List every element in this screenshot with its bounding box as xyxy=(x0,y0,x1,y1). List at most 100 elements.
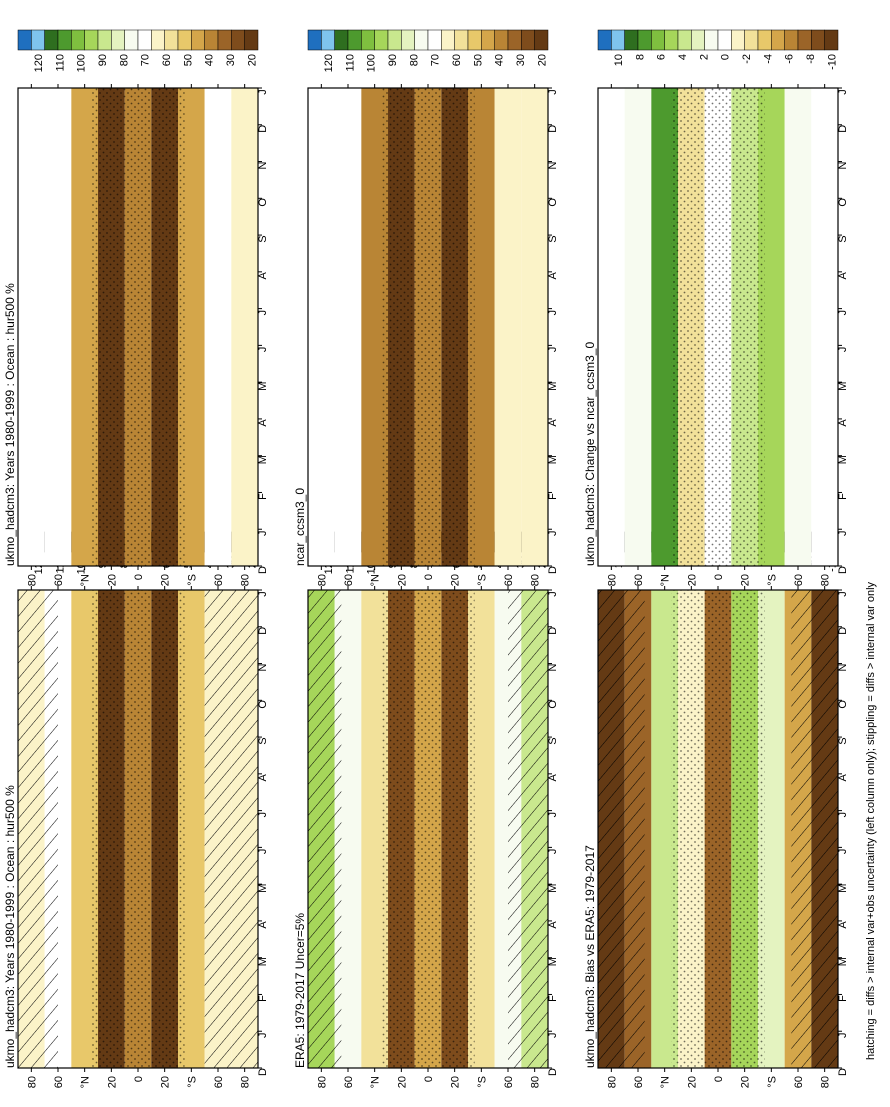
month-tick-label: J xyxy=(837,530,849,536)
month-tick-label: S xyxy=(547,235,559,242)
lat-tick-label: 0 xyxy=(133,1076,145,1082)
colorbar-swatch xyxy=(677,29,692,51)
lat-tick-label: °S xyxy=(476,574,488,586)
month-tick-label: F xyxy=(257,995,269,1002)
colorbar-swatch xyxy=(57,29,72,51)
month-tick-label: D xyxy=(257,1068,269,1076)
colorbar-label: 6 xyxy=(656,54,668,60)
month-tick-label: J xyxy=(257,1032,269,1038)
month-tick-label: J xyxy=(547,89,559,95)
colorbar-label: 110 xyxy=(344,54,356,72)
month-tick-label: S xyxy=(257,235,269,242)
footer-note: hatching = diffs > internal var+obs unce… xyxy=(865,581,877,1060)
lat-tick-label: 20 xyxy=(106,1076,118,1088)
hatch-overlay xyxy=(508,590,548,1068)
colorbar-label: 20 xyxy=(246,54,258,66)
month-tick-label: A xyxy=(257,272,269,280)
lat-tick-label: 0 xyxy=(133,574,145,580)
panel-title: ukmo_hadcm3: Years 1980-1999 : Ocean : h… xyxy=(3,283,17,566)
month-tick-label: D xyxy=(837,566,849,574)
heat-band xyxy=(494,88,522,566)
month-tick-label: N xyxy=(547,664,559,672)
month-tick-label: M xyxy=(257,884,269,893)
month-tick-label: J xyxy=(837,812,849,818)
colorbar-label: 60 xyxy=(451,54,463,66)
colorbar-swatch xyxy=(597,29,612,51)
lat-tick-label: 60 xyxy=(53,1076,65,1088)
month-tick-label: A xyxy=(837,272,849,280)
colorbar-swatch xyxy=(664,29,679,51)
lat-tick-label: 0 xyxy=(423,574,435,580)
lat-tick-label: 80 xyxy=(606,574,618,586)
colorbar-swatch xyxy=(151,29,165,51)
colorbar-label: 80 xyxy=(118,54,130,66)
month-tick-label: D xyxy=(257,566,269,574)
colorbar-swatch xyxy=(414,29,429,51)
panel-2: 80 60 °N 20 0 20 °S 60 80 D J F M A M J J A S O N D Jukmo_hadc… xyxy=(3,29,269,586)
colorbar-label: 120 xyxy=(33,54,45,72)
month-tick-label: J xyxy=(547,347,559,353)
month-tick-label: D xyxy=(547,627,559,635)
colorbar-swatch xyxy=(17,29,32,51)
colorbar-swatch xyxy=(347,29,362,51)
colorbar-swatch xyxy=(164,29,179,51)
stipple-overlay xyxy=(91,88,185,566)
month-tick-label: D xyxy=(837,125,849,133)
month-tick-label: J xyxy=(547,1032,559,1038)
month-tick-label: O xyxy=(547,700,559,709)
month-tick-label: M xyxy=(257,455,269,464)
month-tick-label: F xyxy=(547,995,559,1002)
heat-band xyxy=(811,88,838,566)
colorbar-label: -8 xyxy=(805,54,817,64)
lat-tick-label: 60 xyxy=(633,574,645,586)
month-tick-label: D xyxy=(837,1068,849,1076)
colorbar-swatch xyxy=(691,29,705,51)
lat-tick-label: °S xyxy=(186,574,198,586)
month-tick-label: M xyxy=(837,957,849,966)
colorbar-swatch xyxy=(481,29,495,51)
lat-tick-label: 80 xyxy=(820,574,832,586)
month-tick-label: J xyxy=(547,530,559,536)
month-tick-label: F xyxy=(837,493,849,500)
colorbar-swatch xyxy=(507,29,522,51)
colorbar-swatch xyxy=(84,29,99,51)
lat-tick-label: 60 xyxy=(343,1076,355,1088)
heat-band xyxy=(334,88,362,566)
colorbar-swatch xyxy=(494,29,509,51)
lat-tick-label: 80 xyxy=(820,1076,832,1088)
lat-tick-label: 20 xyxy=(160,1076,172,1088)
month-tick-label: F xyxy=(837,995,849,1002)
lat-tick-label: 20 xyxy=(686,1076,698,1088)
lat-tick-label: 80 xyxy=(26,574,38,586)
colorbar-swatch xyxy=(624,29,639,51)
colorbar-label: 70 xyxy=(430,54,442,66)
colorbar-swatch xyxy=(137,29,152,51)
month-tick-label: J xyxy=(257,849,269,855)
colorbar-label: -4 xyxy=(762,54,774,64)
lat-tick-label: 20 xyxy=(686,574,698,586)
lat-tick-label: 60 xyxy=(503,574,515,586)
heat-band xyxy=(204,88,232,566)
lat-tick-label: 20 xyxy=(740,1076,752,1088)
heat-band xyxy=(231,88,258,566)
colorbar-swatch xyxy=(731,29,745,51)
panel-5: 80 60 °N 20 0 20 °S 60 80 D J F M A M J J A S O N D Jukmo_hadc… xyxy=(583,531,849,1088)
panel-3: 80 60 °N 20 0 20 °S 60 80 D J F M A M J J A S O N D J ERA5: 197… xyxy=(293,531,559,1088)
colorbar-label: 40 xyxy=(494,54,506,66)
month-tick-label: M xyxy=(547,957,559,966)
colorbar: 120 110 100 90 80 70 60 50 40 30 20 xyxy=(307,29,548,72)
colorbar-label: 110 xyxy=(54,54,66,72)
stipple-overlay xyxy=(671,88,765,566)
lat-tick-label: 60 xyxy=(213,574,225,586)
lat-tick-label: °S xyxy=(766,1076,778,1088)
heat-band xyxy=(624,88,652,566)
panel-1: 80 60 °N 20 0 20 °S 60 80 D J F M A M J J A S O N D Jukmo_hadc… xyxy=(3,531,269,1088)
colorbar-swatch xyxy=(321,29,335,51)
month-tick-label: N xyxy=(257,664,269,672)
month-tick-label: M xyxy=(257,957,269,966)
colorbar-label: 50 xyxy=(182,54,194,66)
colorbar-swatch xyxy=(717,29,732,51)
colorbar-swatch xyxy=(771,29,785,51)
month-tick-label: J xyxy=(547,812,559,818)
